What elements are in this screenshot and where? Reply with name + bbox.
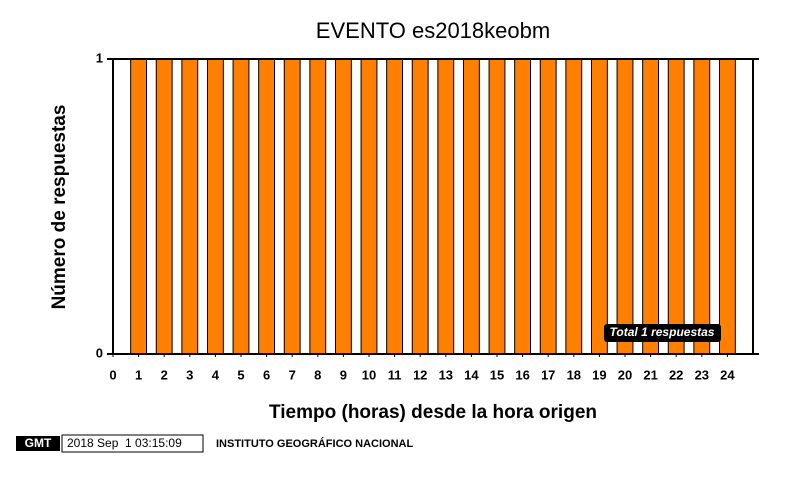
bar bbox=[130, 58, 148, 355]
x-tick-label: 17 bbox=[541, 367, 555, 382]
bar bbox=[462, 58, 480, 355]
bar bbox=[642, 58, 660, 355]
chart-title: EVENTO es2018keobm bbox=[316, 18, 550, 43]
x-tick-label: 19 bbox=[592, 367, 606, 382]
bar bbox=[334, 58, 352, 355]
logo-box bbox=[16, 436, 60, 451]
x-tick-label: 24 bbox=[720, 367, 735, 382]
bar bbox=[667, 58, 685, 355]
bar bbox=[206, 58, 224, 355]
bar bbox=[590, 58, 608, 355]
y-axis-label: Número de respuestas bbox=[49, 105, 70, 310]
x-tick-label: 16 bbox=[515, 367, 529, 382]
y-tick-label: 0 bbox=[96, 345, 103, 360]
x-tick-label: 6 bbox=[263, 367, 270, 382]
x-tick-label: 11 bbox=[388, 367, 402, 382]
x-tick-label: 23 bbox=[695, 367, 709, 382]
x-tick-label: 20 bbox=[618, 367, 632, 382]
x-tick-label: 13 bbox=[439, 367, 453, 382]
bar bbox=[616, 58, 634, 355]
x-tick-label: 2 bbox=[161, 367, 168, 382]
bar bbox=[309, 58, 327, 355]
x-tick-label: 15 bbox=[490, 367, 504, 382]
annotation: Total 1 respuestas bbox=[610, 325, 715, 339]
x-tick-label: 5 bbox=[237, 367, 244, 382]
x-tick-label: 8 bbox=[314, 367, 321, 382]
x-tick-label: 14 bbox=[464, 367, 479, 382]
y-tick-label: 1 bbox=[96, 50, 103, 65]
x-tick-label: 18 bbox=[567, 367, 581, 382]
bar bbox=[693, 58, 711, 355]
bar bbox=[155, 58, 173, 355]
annotation-box bbox=[604, 324, 721, 342]
bar bbox=[386, 58, 404, 355]
x-tick-label: 3 bbox=[186, 367, 193, 382]
timestamp: 2018 Sep 1 03:15:09 bbox=[67, 436, 182, 450]
bar bbox=[258, 58, 276, 355]
x-tick-label: 1 bbox=[135, 367, 142, 382]
bar bbox=[283, 58, 301, 355]
bar bbox=[360, 58, 378, 355]
x-tick-label: 7 bbox=[289, 367, 296, 382]
x-tick-label: 9 bbox=[340, 367, 347, 382]
x-tick-label: 12 bbox=[413, 367, 427, 382]
x-axis-label: Tiempo (horas) desde la hora origen bbox=[269, 402, 597, 423]
bar bbox=[411, 58, 429, 355]
x-tick-label: 10 bbox=[362, 367, 376, 382]
x-tick-label: 21 bbox=[643, 367, 657, 382]
timestamp-box bbox=[61, 434, 204, 453]
bar bbox=[565, 58, 583, 355]
logo: GMT bbox=[25, 436, 52, 450]
bar bbox=[232, 58, 250, 355]
institution: INSTITUTO GEOGRÁFICO NACIONAL bbox=[216, 437, 413, 450]
bar bbox=[437, 58, 455, 355]
x-tick-label: 0 bbox=[109, 367, 116, 382]
bar bbox=[514, 58, 532, 355]
x-tick-label: 22 bbox=[669, 367, 683, 382]
bar bbox=[718, 58, 736, 355]
x-tick-label: 4 bbox=[212, 367, 220, 382]
bar bbox=[488, 58, 506, 355]
bar bbox=[181, 58, 199, 355]
bar bbox=[539, 58, 557, 355]
